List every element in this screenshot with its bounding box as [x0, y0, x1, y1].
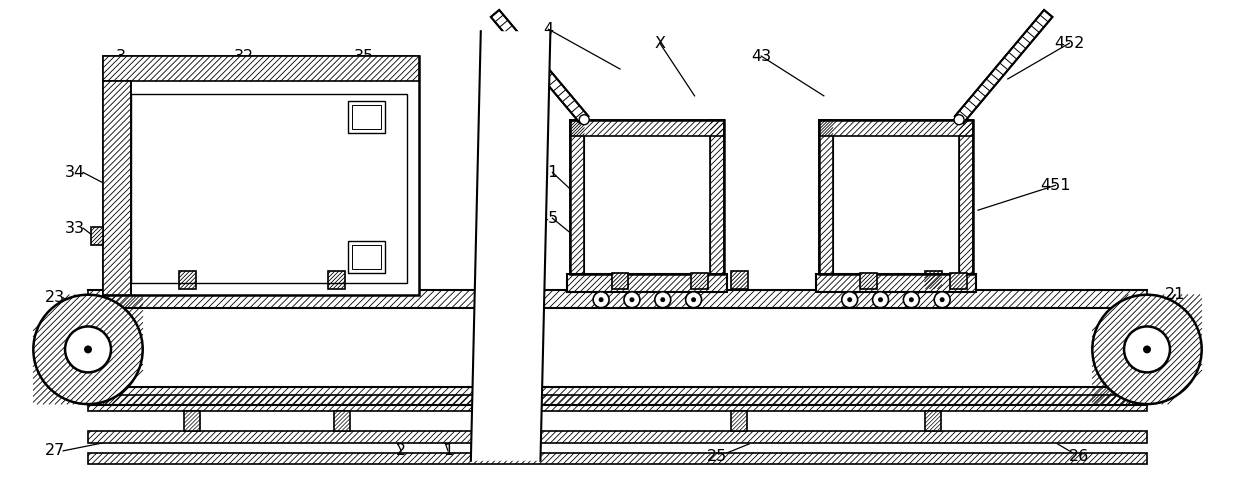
Bar	[925, 411, 941, 431]
Bar	[691, 273, 708, 289]
Circle shape	[660, 297, 665, 302]
Circle shape	[579, 115, 589, 124]
Circle shape	[84, 345, 92, 353]
Bar	[570, 120, 724, 274]
Bar	[329, 271, 345, 289]
Polygon shape	[471, 31, 551, 461]
Text: 25: 25	[707, 449, 728, 464]
Circle shape	[655, 292, 671, 308]
Text: X: X	[655, 35, 666, 51]
Bar	[950, 273, 966, 289]
Bar	[816, 274, 976, 292]
Circle shape	[691, 297, 696, 302]
Polygon shape	[955, 10, 1053, 123]
Bar	[347, 101, 386, 133]
Bar	[91, 227, 103, 245]
Bar	[88, 431, 1147, 443]
Text: 33: 33	[64, 220, 86, 236]
Bar	[818, 120, 973, 274]
Bar	[347, 241, 386, 273]
Bar	[567, 274, 728, 292]
Bar	[103, 81, 130, 295]
Circle shape	[940, 297, 945, 302]
Bar	[567, 274, 728, 292]
Circle shape	[599, 297, 604, 302]
Circle shape	[873, 292, 889, 308]
Circle shape	[909, 297, 914, 302]
Circle shape	[847, 297, 852, 302]
Bar	[730, 271, 748, 289]
Bar	[334, 411, 350, 431]
Circle shape	[1123, 327, 1171, 372]
Text: 452: 452	[1054, 35, 1085, 51]
Text: 43: 43	[751, 49, 771, 63]
Bar	[103, 56, 419, 295]
Circle shape	[624, 292, 640, 308]
Text: 35: 35	[353, 49, 373, 63]
Circle shape	[64, 327, 112, 372]
Text: 1: 1	[443, 443, 453, 459]
Circle shape	[1092, 295, 1202, 404]
Text: 21: 21	[1164, 287, 1185, 302]
Bar	[584, 136, 711, 274]
Bar	[833, 136, 959, 274]
Bar	[816, 274, 976, 292]
Bar	[611, 273, 629, 289]
Bar	[351, 105, 382, 129]
Bar	[711, 120, 724, 274]
Bar	[570, 120, 584, 274]
Bar	[88, 290, 1147, 308]
Bar	[959, 120, 973, 274]
Circle shape	[593, 292, 609, 308]
Text: 451: 451	[1040, 178, 1071, 193]
Bar	[570, 120, 724, 136]
Text: 26: 26	[1069, 449, 1090, 464]
Bar	[130, 94, 407, 283]
Circle shape	[904, 292, 919, 308]
Circle shape	[630, 297, 635, 302]
Bar	[185, 411, 201, 431]
Text: 34: 34	[64, 165, 86, 180]
Bar	[818, 120, 833, 274]
Bar	[88, 453, 1147, 464]
Bar	[925, 271, 941, 289]
Bar	[818, 120, 973, 136]
Circle shape	[954, 115, 963, 124]
Circle shape	[878, 297, 883, 302]
Circle shape	[842, 292, 858, 308]
Text: 41: 41	[538, 165, 558, 180]
Text: 23: 23	[45, 290, 66, 305]
Circle shape	[934, 292, 950, 308]
Circle shape	[686, 292, 702, 308]
Text: 45: 45	[538, 211, 558, 226]
Polygon shape	[491, 10, 589, 123]
Bar	[732, 411, 748, 431]
Text: 22: 22	[1164, 337, 1185, 352]
Circle shape	[1143, 345, 1151, 353]
Bar	[861, 273, 877, 289]
Bar	[103, 56, 419, 81]
Bar	[351, 245, 382, 269]
Text: 4: 4	[543, 22, 553, 37]
Text: 3: 3	[115, 49, 125, 63]
Text: 2: 2	[396, 443, 407, 459]
Text: 27: 27	[45, 443, 66, 459]
Bar	[88, 395, 1147, 411]
Text: 32: 32	[234, 49, 254, 63]
Bar	[88, 387, 1147, 405]
Circle shape	[33, 295, 143, 404]
Bar	[179, 271, 196, 289]
